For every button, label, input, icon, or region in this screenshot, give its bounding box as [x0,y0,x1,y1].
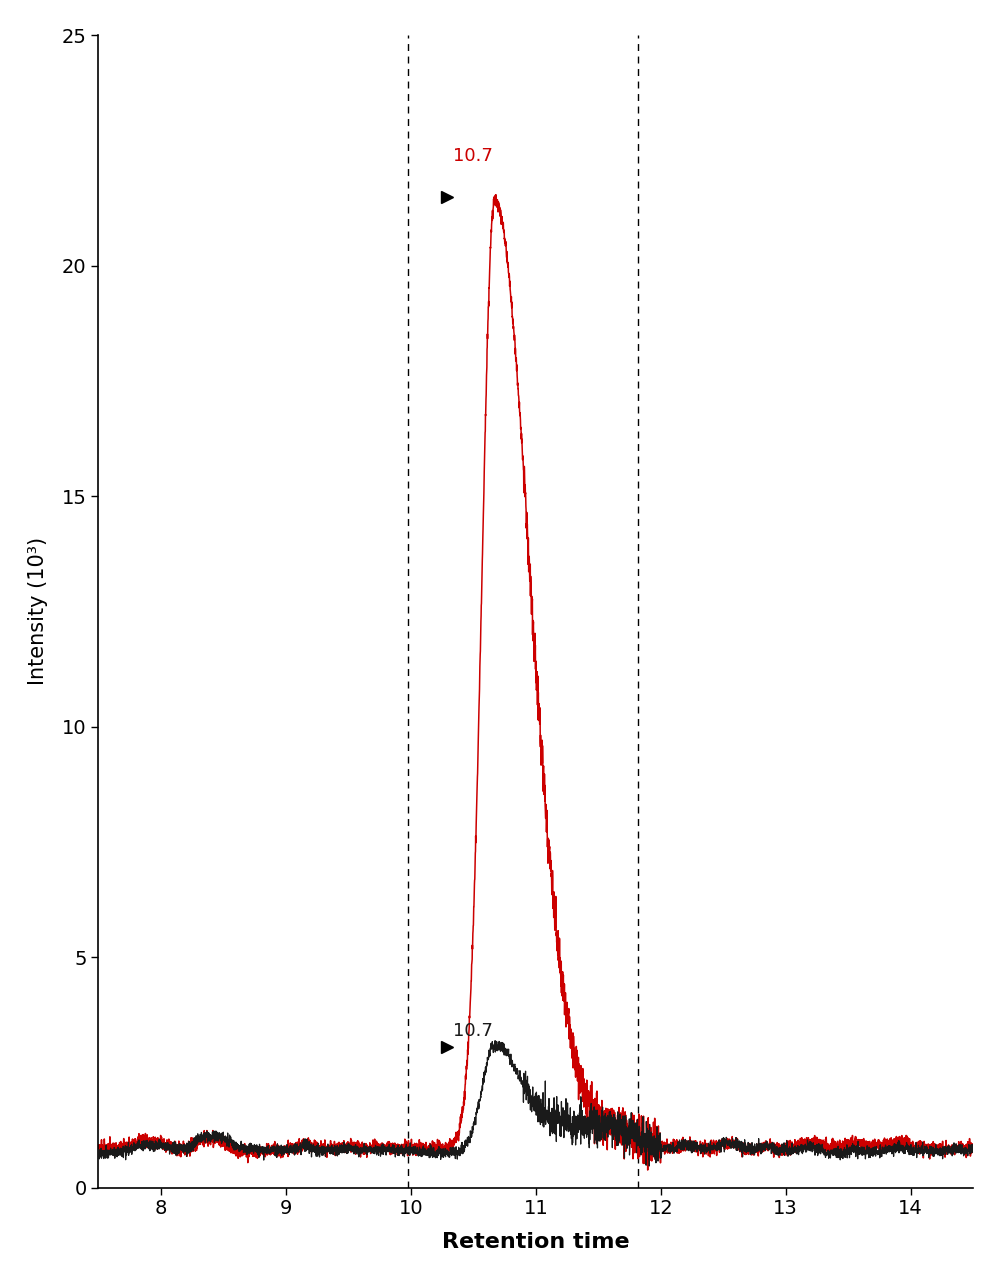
Text: 10.7: 10.7 [453,1021,493,1039]
Text: 10.7: 10.7 [453,147,493,165]
Y-axis label: Intensity (10³): Intensity (10³) [28,538,48,686]
X-axis label: Retention time: Retention time [442,1233,630,1252]
